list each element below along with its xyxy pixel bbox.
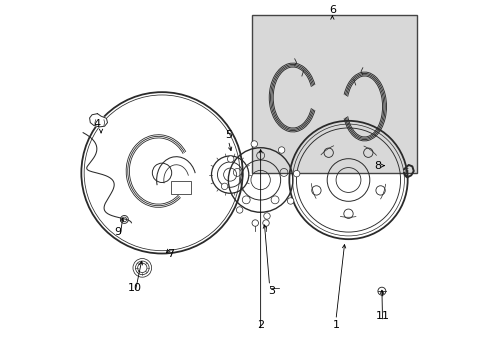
Circle shape <box>287 198 293 204</box>
Circle shape <box>236 207 243 213</box>
Circle shape <box>227 156 233 162</box>
Circle shape <box>293 170 299 177</box>
Text: 2: 2 <box>257 320 264 330</box>
Circle shape <box>221 183 227 190</box>
Bar <box>251 15 416 173</box>
Text: 6: 6 <box>328 5 335 15</box>
Circle shape <box>278 147 285 153</box>
Text: 10: 10 <box>128 283 142 293</box>
Text: 9: 9 <box>115 227 122 237</box>
Text: 11: 11 <box>375 311 389 321</box>
Circle shape <box>263 213 270 219</box>
Circle shape <box>250 141 257 147</box>
Bar <box>171 181 190 194</box>
Polygon shape <box>89 114 107 127</box>
Text: 1: 1 <box>332 320 339 330</box>
Text: 8: 8 <box>374 161 381 171</box>
Text: 4: 4 <box>93 120 100 129</box>
Text: 5: 5 <box>224 130 231 140</box>
Text: 7: 7 <box>167 248 174 258</box>
Text: 3: 3 <box>267 286 274 296</box>
